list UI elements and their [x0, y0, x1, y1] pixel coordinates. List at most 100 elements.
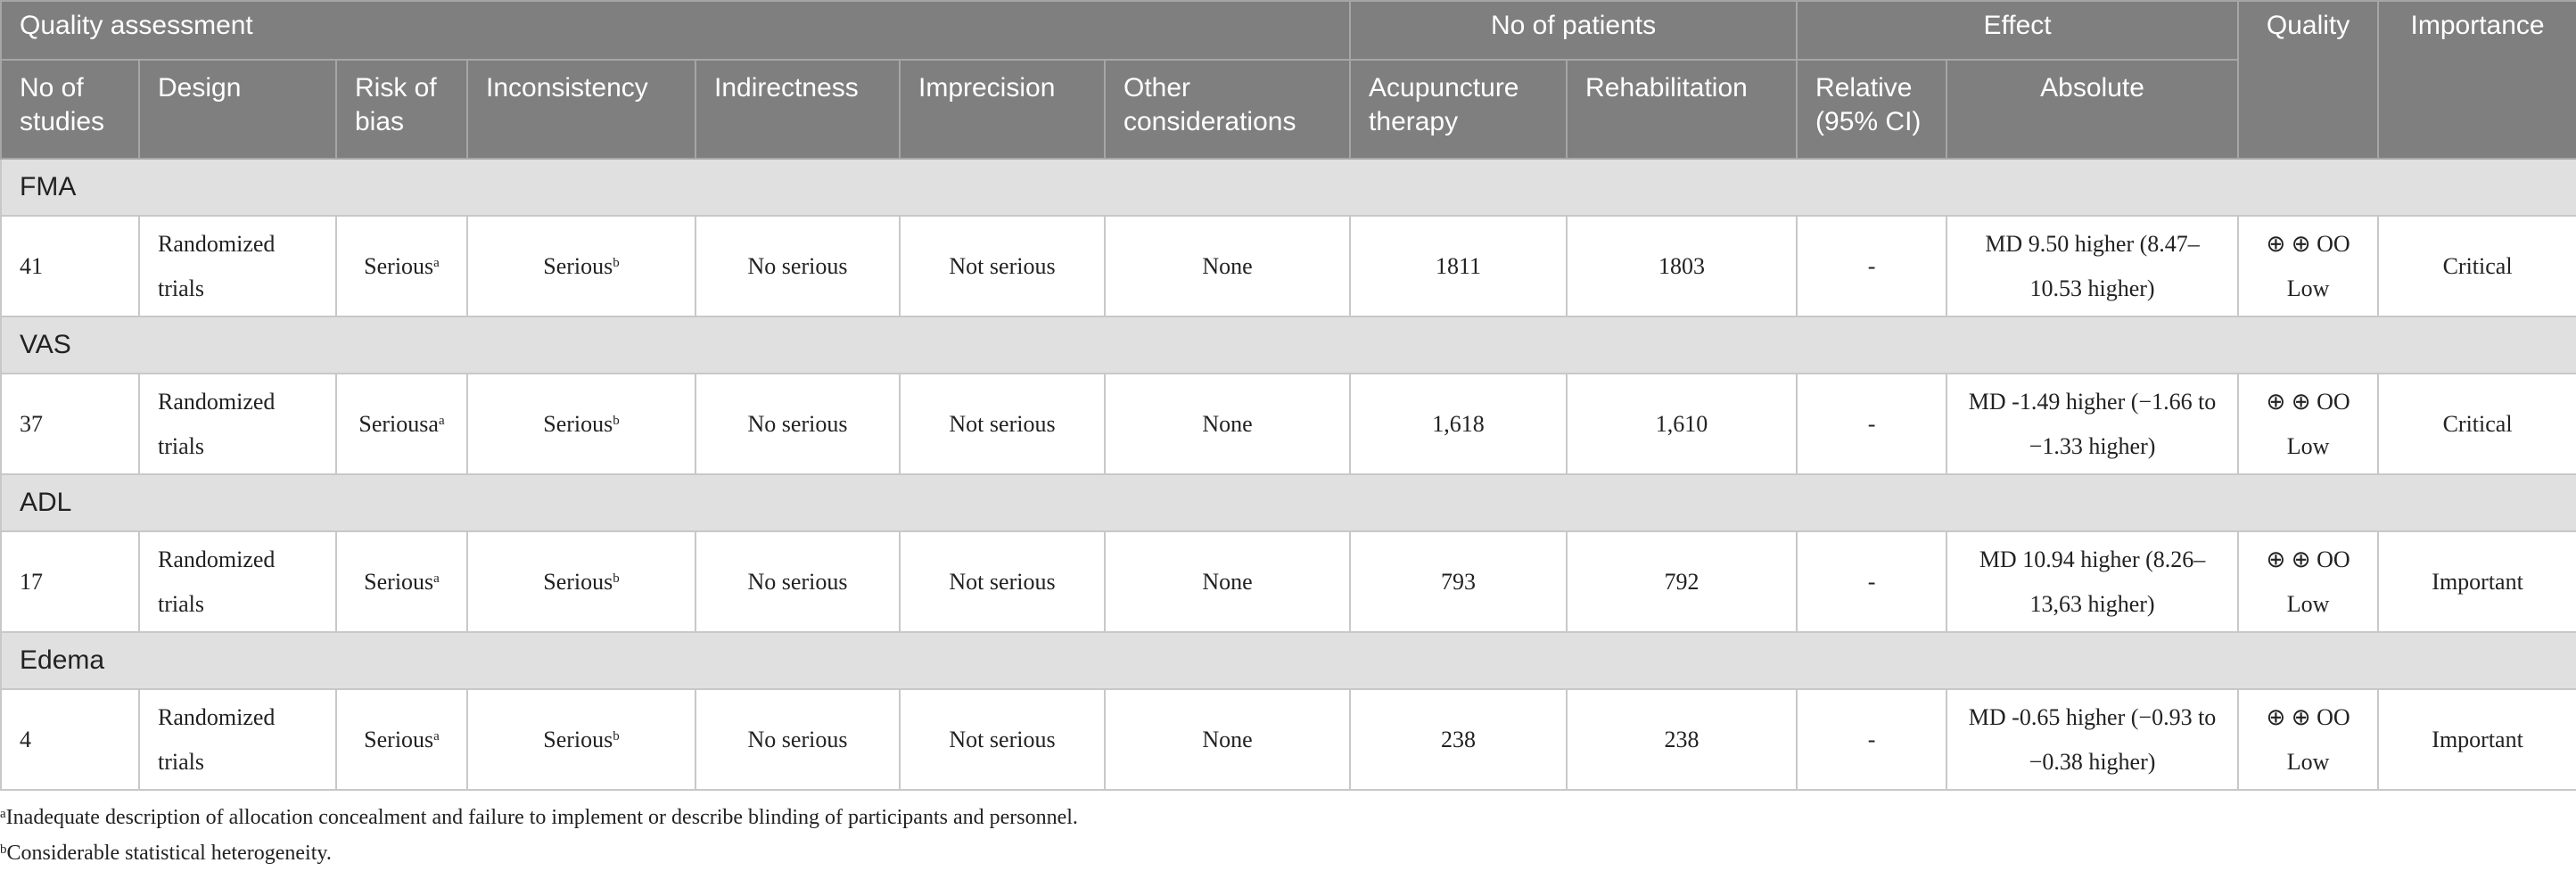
header-cell: Effect: [1796, 0, 2240, 61]
cell-text: None: [1202, 410, 1253, 437]
header-cell: No of patients: [1349, 0, 1798, 61]
cell: Seriousa: [335, 215, 468, 317]
cell-text: Randomized trials: [158, 230, 276, 301]
cell-text: ⊕ ⊕ OO Low: [2266, 230, 2350, 301]
cell: No serious: [695, 373, 901, 475]
header-cell: Inconsistency: [466, 59, 696, 160]
cell-text: -: [1867, 568, 1876, 595]
data-row: 17 Randomized trials Seriousa Seriousb No se…: [0, 530, 2576, 633]
footnote-mark: b: [613, 571, 620, 586]
cell-text: Serious: [543, 726, 613, 752]
cell: No serious: [695, 215, 901, 317]
cell-text: Not serious: [949, 252, 1056, 279]
cell-text: MD -0.65 higher (−0.93 to −0.38 higher): [1968, 703, 2217, 775]
cell-text: Seriousa: [358, 410, 439, 437]
cell: MD -0.65 higher (−0.93 to −0.38 higher): [1946, 688, 2240, 791]
group-row: Edema: [0, 631, 2576, 690]
cell-text: 792: [1664, 568, 1700, 595]
cell-text: Serious: [543, 410, 613, 437]
cell: 1811: [1349, 215, 1568, 317]
cell: -: [1796, 688, 1948, 791]
footnote-text: Considerable statistical heterogeneity.: [6, 842, 332, 865]
cell-text: Serious: [543, 568, 613, 595]
cell-text: Serious: [543, 252, 613, 279]
cell: Seriousb: [466, 373, 696, 475]
cell: -: [1796, 373, 1948, 475]
cell-text: None: [1202, 568, 1253, 595]
data-row: 37 Randomized trials Seriousaa Seriousb No s…: [0, 373, 2576, 475]
cell: Seriousa: [335, 688, 468, 791]
header-cell: Indirectness: [695, 59, 901, 160]
cell-text: No serious: [747, 726, 848, 752]
cell: ⊕ ⊕ OO Low: [2237, 373, 2380, 475]
header-row: No of studies Design Risk of bias Inconsist…: [0, 59, 2576, 160]
cell: Seriousaa: [335, 373, 468, 475]
cell: 1,618: [1349, 373, 1568, 475]
cell-text: 238: [1664, 726, 1700, 752]
cell: 1,610: [1566, 373, 1798, 475]
header-cell: Acupuncture therapy: [1349, 59, 1568, 160]
cell-text: MD 9.50 higher (8.47–10.53 higher): [1985, 230, 2200, 301]
cell-text: Critical: [2442, 252, 2513, 279]
footnote-mark: a: [433, 571, 440, 586]
footnote-mark: a: [438, 413, 445, 428]
cell: Critical: [2377, 215, 2576, 317]
cell-text: No serious: [747, 568, 848, 595]
cell-text: Important: [2432, 726, 2523, 752]
cell: ⊕ ⊕ OO Low: [2237, 530, 2380, 633]
footnote-mark: a: [433, 255, 440, 270]
cell-text: No serious: [747, 252, 848, 279]
cell-text: Randomized trials: [158, 546, 276, 617]
footnote-mark: a: [433, 728, 440, 744]
cell: 4: [0, 688, 140, 791]
cell: 793: [1349, 530, 1568, 633]
cell: Seriousb: [466, 530, 696, 633]
cell: Randomized trials: [138, 530, 337, 633]
cell-text: -: [1867, 726, 1876, 752]
cell: MD 10.94 higher (8.26–13,63 higher): [1946, 530, 2240, 633]
cell: Randomized trials: [138, 373, 337, 475]
cell: Not serious: [899, 530, 1106, 633]
header-row: Quality assessment No of patients Effect Qu…: [0, 0, 2576, 160]
cell-text: -: [1867, 252, 1876, 279]
cell-text: None: [1202, 726, 1253, 752]
header-cell: Design: [138, 59, 337, 160]
cell-text: 1,618: [1432, 410, 1485, 437]
cell: ⊕ ⊕ OO Low: [2237, 215, 2380, 317]
footnote-mark: b: [613, 728, 620, 744]
cell-text: Serious: [364, 726, 434, 752]
cell: 792: [1566, 530, 1798, 633]
cell: Not serious: [899, 215, 1106, 317]
cell: 41: [0, 215, 140, 317]
header-cell: Risk of bias: [335, 59, 468, 160]
cell-text: Serious: [364, 252, 434, 279]
group-row: ADL: [0, 473, 2576, 532]
cell-text: Serious: [364, 568, 434, 595]
cell: None: [1103, 530, 1352, 633]
cell-text: 238: [1441, 726, 1477, 752]
data-row: 41 Randomized trials Seriousa Seriousb No se…: [0, 215, 2576, 317]
cell: Seriousb: [466, 688, 696, 791]
cell: Seriousa: [335, 530, 468, 633]
cell-text: ⊕ ⊕ OO Low: [2266, 388, 2350, 459]
cell: 37: [0, 373, 140, 475]
cell-text: Randomized trials: [158, 703, 276, 775]
header-cell: Quality: [2237, 0, 2380, 160]
cell-text: MD -1.49 higher (−1.66 to −1.33 higher): [1968, 388, 2217, 459]
footnote-mark: b: [0, 842, 7, 857]
cell: Not serious: [899, 373, 1106, 475]
cell-text: Important: [2432, 568, 2523, 595]
footnote-mark: b: [613, 255, 620, 270]
cell-text: -: [1867, 410, 1876, 437]
cell-text: MD 10.94 higher (8.26–13,63 higher): [1979, 546, 2206, 617]
cell: Randomized trials: [138, 215, 337, 317]
cell: Randomized trials: [138, 688, 337, 791]
grade-table: Quality assessment No of patients Effect Qu…: [0, 0, 2576, 791]
footnote-text: Inadequate description of allocation con…: [5, 806, 1078, 829]
cell: ⊕ ⊕ OO Low: [2237, 688, 2380, 791]
header-cell: Quality assessment: [0, 0, 1352, 61]
cell: -: [1796, 530, 1948, 633]
cell: 238: [1349, 688, 1568, 791]
group-label: FMA: [0, 158, 2576, 217]
footnote: aInadequate description of allocation co…: [0, 800, 2576, 835]
